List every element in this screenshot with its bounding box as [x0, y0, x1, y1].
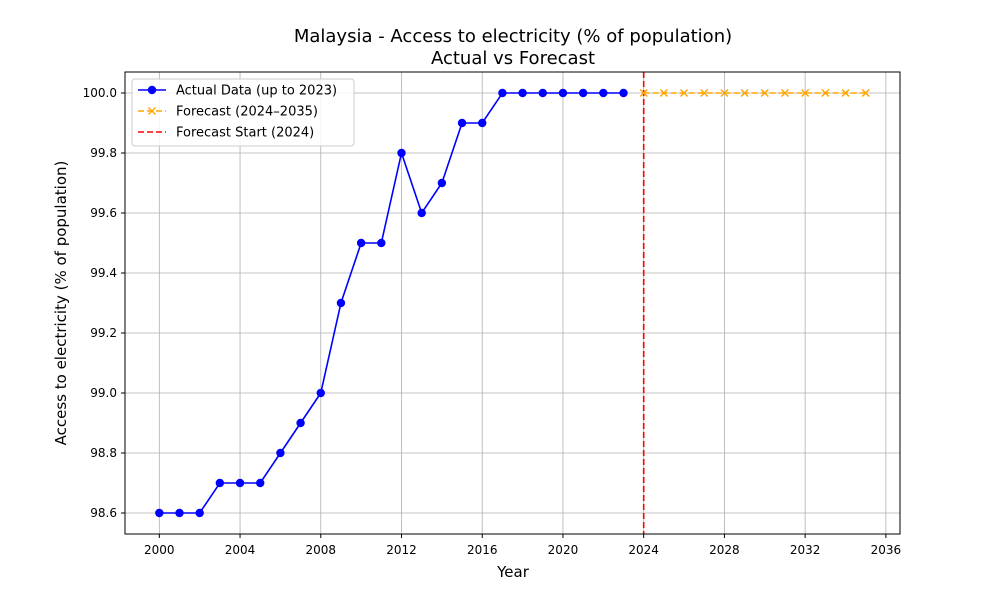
data-point [720, 89, 729, 97]
y-tick-label: 99.8 [90, 146, 117, 160]
x-tick-label: 2004 [225, 543, 256, 557]
data-point [821, 89, 830, 97]
plot-frame [124, 71, 901, 535]
data-point [680, 89, 689, 97]
data-point [377, 238, 386, 248]
data-point [740, 89, 749, 97]
x-tick-label: 2016 [467, 543, 498, 557]
series-1 [639, 89, 870, 97]
data-point [316, 388, 325, 398]
data-point [397, 148, 406, 158]
data-point [256, 478, 265, 488]
y-tick-label: 99.0 [90, 386, 117, 400]
data-point [296, 418, 305, 428]
chart-title: Malaysia - Access to electricity (% of p… [294, 26, 732, 47]
y-tick-label: 99.2 [90, 326, 117, 340]
data-point [235, 478, 245, 488]
data-point [538, 88, 547, 98]
x-tick-label: 2036 [871, 543, 902, 557]
y-tick-label: 100.0 [83, 86, 117, 100]
data-point [780, 89, 789, 97]
y-tick-label: 98.6 [90, 506, 117, 520]
data-point [276, 448, 285, 458]
data-point [195, 508, 204, 518]
legend: Actual Data (up to 2023) Forecast (2024–2… [131, 78, 355, 147]
x-tick-label: 2008 [305, 543, 336, 557]
x-tick-label: 2024 [628, 543, 659, 557]
data-point [498, 88, 507, 98]
legend-item: Forecast (2024–2035) [138, 105, 318, 120]
legend-label: Forecast Start (2024) [176, 126, 314, 141]
x-tick-label: 2020 [548, 543, 579, 557]
legend-label: Forecast (2024–2035) [176, 105, 318, 120]
legend-box [131, 78, 355, 147]
data-point [841, 89, 850, 97]
data-point [639, 89, 648, 97]
data-point [801, 89, 810, 97]
data-point [417, 208, 426, 218]
legend-item: Actual Data (up to 2023) [138, 84, 337, 99]
legend-label: Actual Data (up to 2023) [176, 84, 337, 99]
data-point [578, 88, 588, 98]
data-point [155, 508, 164, 518]
data-point [215, 478, 225, 488]
data-point [700, 89, 709, 97]
series-0 [155, 88, 628, 518]
data-point [336, 298, 346, 308]
y-tick-label: 99.6 [90, 206, 117, 220]
legend-item: Forecast Start (2024) [138, 126, 314, 141]
data-point [861, 89, 870, 97]
chart-subtitle: Actual vs Forecast [431, 48, 595, 69]
data-point [478, 118, 487, 128]
x-tick-label: 2028 [709, 543, 740, 557]
y-tick-label: 98.8 [90, 446, 117, 460]
ticks: 2000 2004 2008 2012 2016 2020 2024 2028 2032 2036… [83, 86, 902, 557]
y-axis-label: Access to electricity (% of population) [52, 161, 70, 446]
series-layer [155, 88, 870, 518]
y-tick-label: 99.4 [90, 266, 117, 280]
x-tick-label: 2012 [386, 543, 417, 557]
legend-marker [148, 107, 156, 115]
x-tick-label: 2000 [144, 543, 175, 557]
data-point [437, 178, 447, 188]
data-point [356, 238, 366, 248]
plot-area [125, 72, 900, 534]
data-point [659, 89, 668, 97]
data-point [175, 508, 184, 518]
x-axis-label: Year [496, 563, 530, 581]
data-point [457, 118, 467, 128]
data-point [558, 88, 568, 98]
data-point [599, 88, 608, 98]
data-point [518, 88, 527, 98]
legend-marker [147, 85, 157, 95]
data-point [760, 89, 769, 97]
x-tick-label: 2032 [790, 543, 821, 557]
data-point [619, 88, 628, 98]
